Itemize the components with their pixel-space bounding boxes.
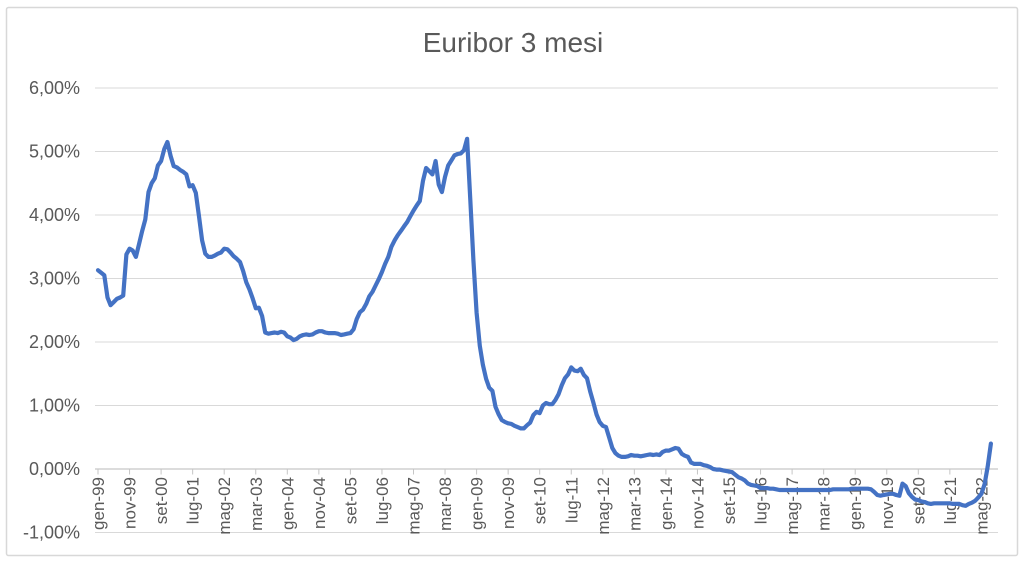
x-axis-label: lug-11: [562, 477, 581, 523]
x-axis-label: set-00: [152, 477, 171, 524]
x-axis-label: gen-09: [468, 477, 487, 530]
x-axis-label: set-10: [531, 477, 550, 524]
x-axis-label: lug-01: [184, 477, 203, 524]
x-axis-label: nov-99: [121, 477, 140, 529]
x-axis-label: mag-17: [783, 477, 802, 535]
x-axis-label: gen-14: [657, 477, 676, 530]
chart-title: Euribor 3 mesi: [423, 27, 604, 58]
x-axis-label: gen-04: [278, 477, 297, 530]
chart-border: [5, 6, 1019, 557]
x-axis-label: set-15: [720, 477, 739, 524]
y-axis-label: 1,00%: [29, 396, 80, 416]
x-axis-label: mag-22: [972, 477, 991, 535]
plot-area: 6,00% 5,00% 4,00% 3,00% 2,00% 1,00% 0,00% -1,00…: [23, 78, 998, 543]
x-axis-label: mag-07: [405, 477, 424, 535]
x-axis-label: gen-99: [89, 477, 108, 530]
x-axis-label: gen-19: [846, 477, 865, 530]
y-axis-label: -1,00%: [23, 523, 80, 543]
x-axis-label: nov-09: [499, 477, 518, 529]
x-axis-label: lug-06: [373, 477, 392, 524]
y-axis-label: 4,00%: [29, 205, 80, 225]
x-axis-label: nov-14: [688, 477, 707, 529]
y-axis-label: 3,00%: [29, 269, 80, 289]
x-axis-label: nov-19: [878, 477, 897, 529]
x-axis-label: mag-12: [594, 477, 613, 535]
y-axis-label: 0,00%: [29, 459, 80, 479]
y-axis-label: 5,00%: [29, 142, 80, 162]
x-axis-label: lug-21: [941, 477, 960, 524]
y-axis-label: 2,00%: [29, 332, 80, 352]
x-axis-label: mar-08: [436, 477, 455, 531]
x-axis-label: set-05: [341, 477, 360, 524]
euribor-series-line: [95, 136, 994, 508]
x-axis-label: mar-03: [247, 477, 266, 531]
x-axis-label: mag-02: [215, 477, 234, 535]
x-axis-label: mar-18: [815, 477, 834, 531]
x-axis-label: nov-04: [310, 477, 329, 529]
y-axis-label: 6,00%: [29, 78, 80, 98]
x-axis-label: mar-13: [625, 477, 644, 531]
